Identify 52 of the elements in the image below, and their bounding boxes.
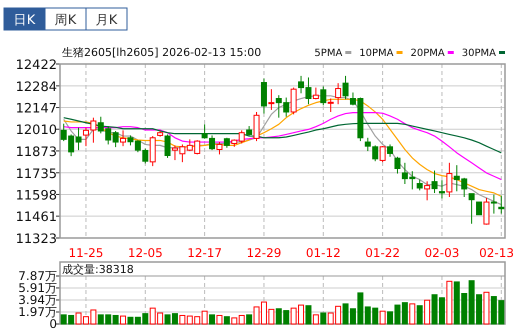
text: 月K bbox=[96, 13, 118, 28]
x-tick-label: 12-17 bbox=[187, 246, 222, 260]
y-tick-label: 3.94万 bbox=[18, 292, 57, 307]
bar bbox=[320, 312, 326, 324]
candlestick bbox=[328, 98, 334, 112]
y-tick-label: 5.91万 bbox=[18, 280, 57, 295]
x-tick-label: 01-12 bbox=[306, 246, 341, 260]
legend-label: 5PMA bbox=[314, 48, 342, 59]
bar bbox=[424, 300, 430, 324]
chart-title: 成交量:38318 bbox=[62, 263, 134, 276]
y-tick-label: 1.97万 bbox=[18, 304, 57, 319]
bar bbox=[446, 280, 452, 324]
candlestick bbox=[446, 162, 452, 198]
bar bbox=[120, 316, 126, 324]
x-tick-label: 12-05 bbox=[128, 246, 163, 260]
y-tick-label: 11735 bbox=[16, 166, 57, 182]
x-tick-label: 11-25 bbox=[68, 246, 104, 260]
bar bbox=[483, 292, 490, 324]
bar bbox=[409, 303, 416, 324]
x-tick-label: 02-03 bbox=[424, 246, 460, 260]
candlestick bbox=[438, 180, 445, 199]
legend-label: 20PMA bbox=[410, 48, 445, 59]
x-tick-label: 02-13 bbox=[479, 246, 514, 260]
line-series bbox=[63, 117, 502, 154]
y-tick-label: 11873 bbox=[16, 144, 57, 160]
bar bbox=[416, 305, 423, 324]
legend-label: 30PMA bbox=[462, 48, 496, 59]
x-tick-label: 12-29 bbox=[246, 246, 282, 260]
bar bbox=[305, 305, 312, 324]
y-tick-label: 12284 bbox=[16, 80, 57, 95]
text: 周K bbox=[54, 13, 77, 28]
y-tick-label: 11323 bbox=[16, 232, 57, 247]
text: 日K bbox=[14, 13, 36, 28]
y-tick-label: 11598 bbox=[16, 188, 57, 204]
candlestick bbox=[490, 194, 497, 214]
candlestick bbox=[320, 86, 326, 106]
bar bbox=[224, 316, 230, 324]
y-tick-label: 12422 bbox=[16, 58, 57, 73]
line-series bbox=[63, 112, 502, 180]
bar bbox=[246, 314, 252, 324]
legend-label: 10PMA bbox=[359, 48, 394, 59]
bar bbox=[209, 314, 216, 324]
y-tick-label: 11461 bbox=[16, 210, 57, 226]
y-tick-label: 12010 bbox=[16, 123, 57, 138]
y-tick-label: 0 bbox=[49, 317, 57, 329]
bar bbox=[312, 314, 319, 324]
bar bbox=[380, 310, 386, 324]
x-tick-label: 01-22 bbox=[365, 246, 400, 260]
bar bbox=[216, 314, 222, 324]
y-tick-label: 7.87万 bbox=[18, 269, 57, 283]
chart-title: 生猪2605[lh2605] 2026-02-13 15:00 bbox=[62, 46, 262, 59]
y-tick-label: 12147 bbox=[16, 102, 57, 117]
